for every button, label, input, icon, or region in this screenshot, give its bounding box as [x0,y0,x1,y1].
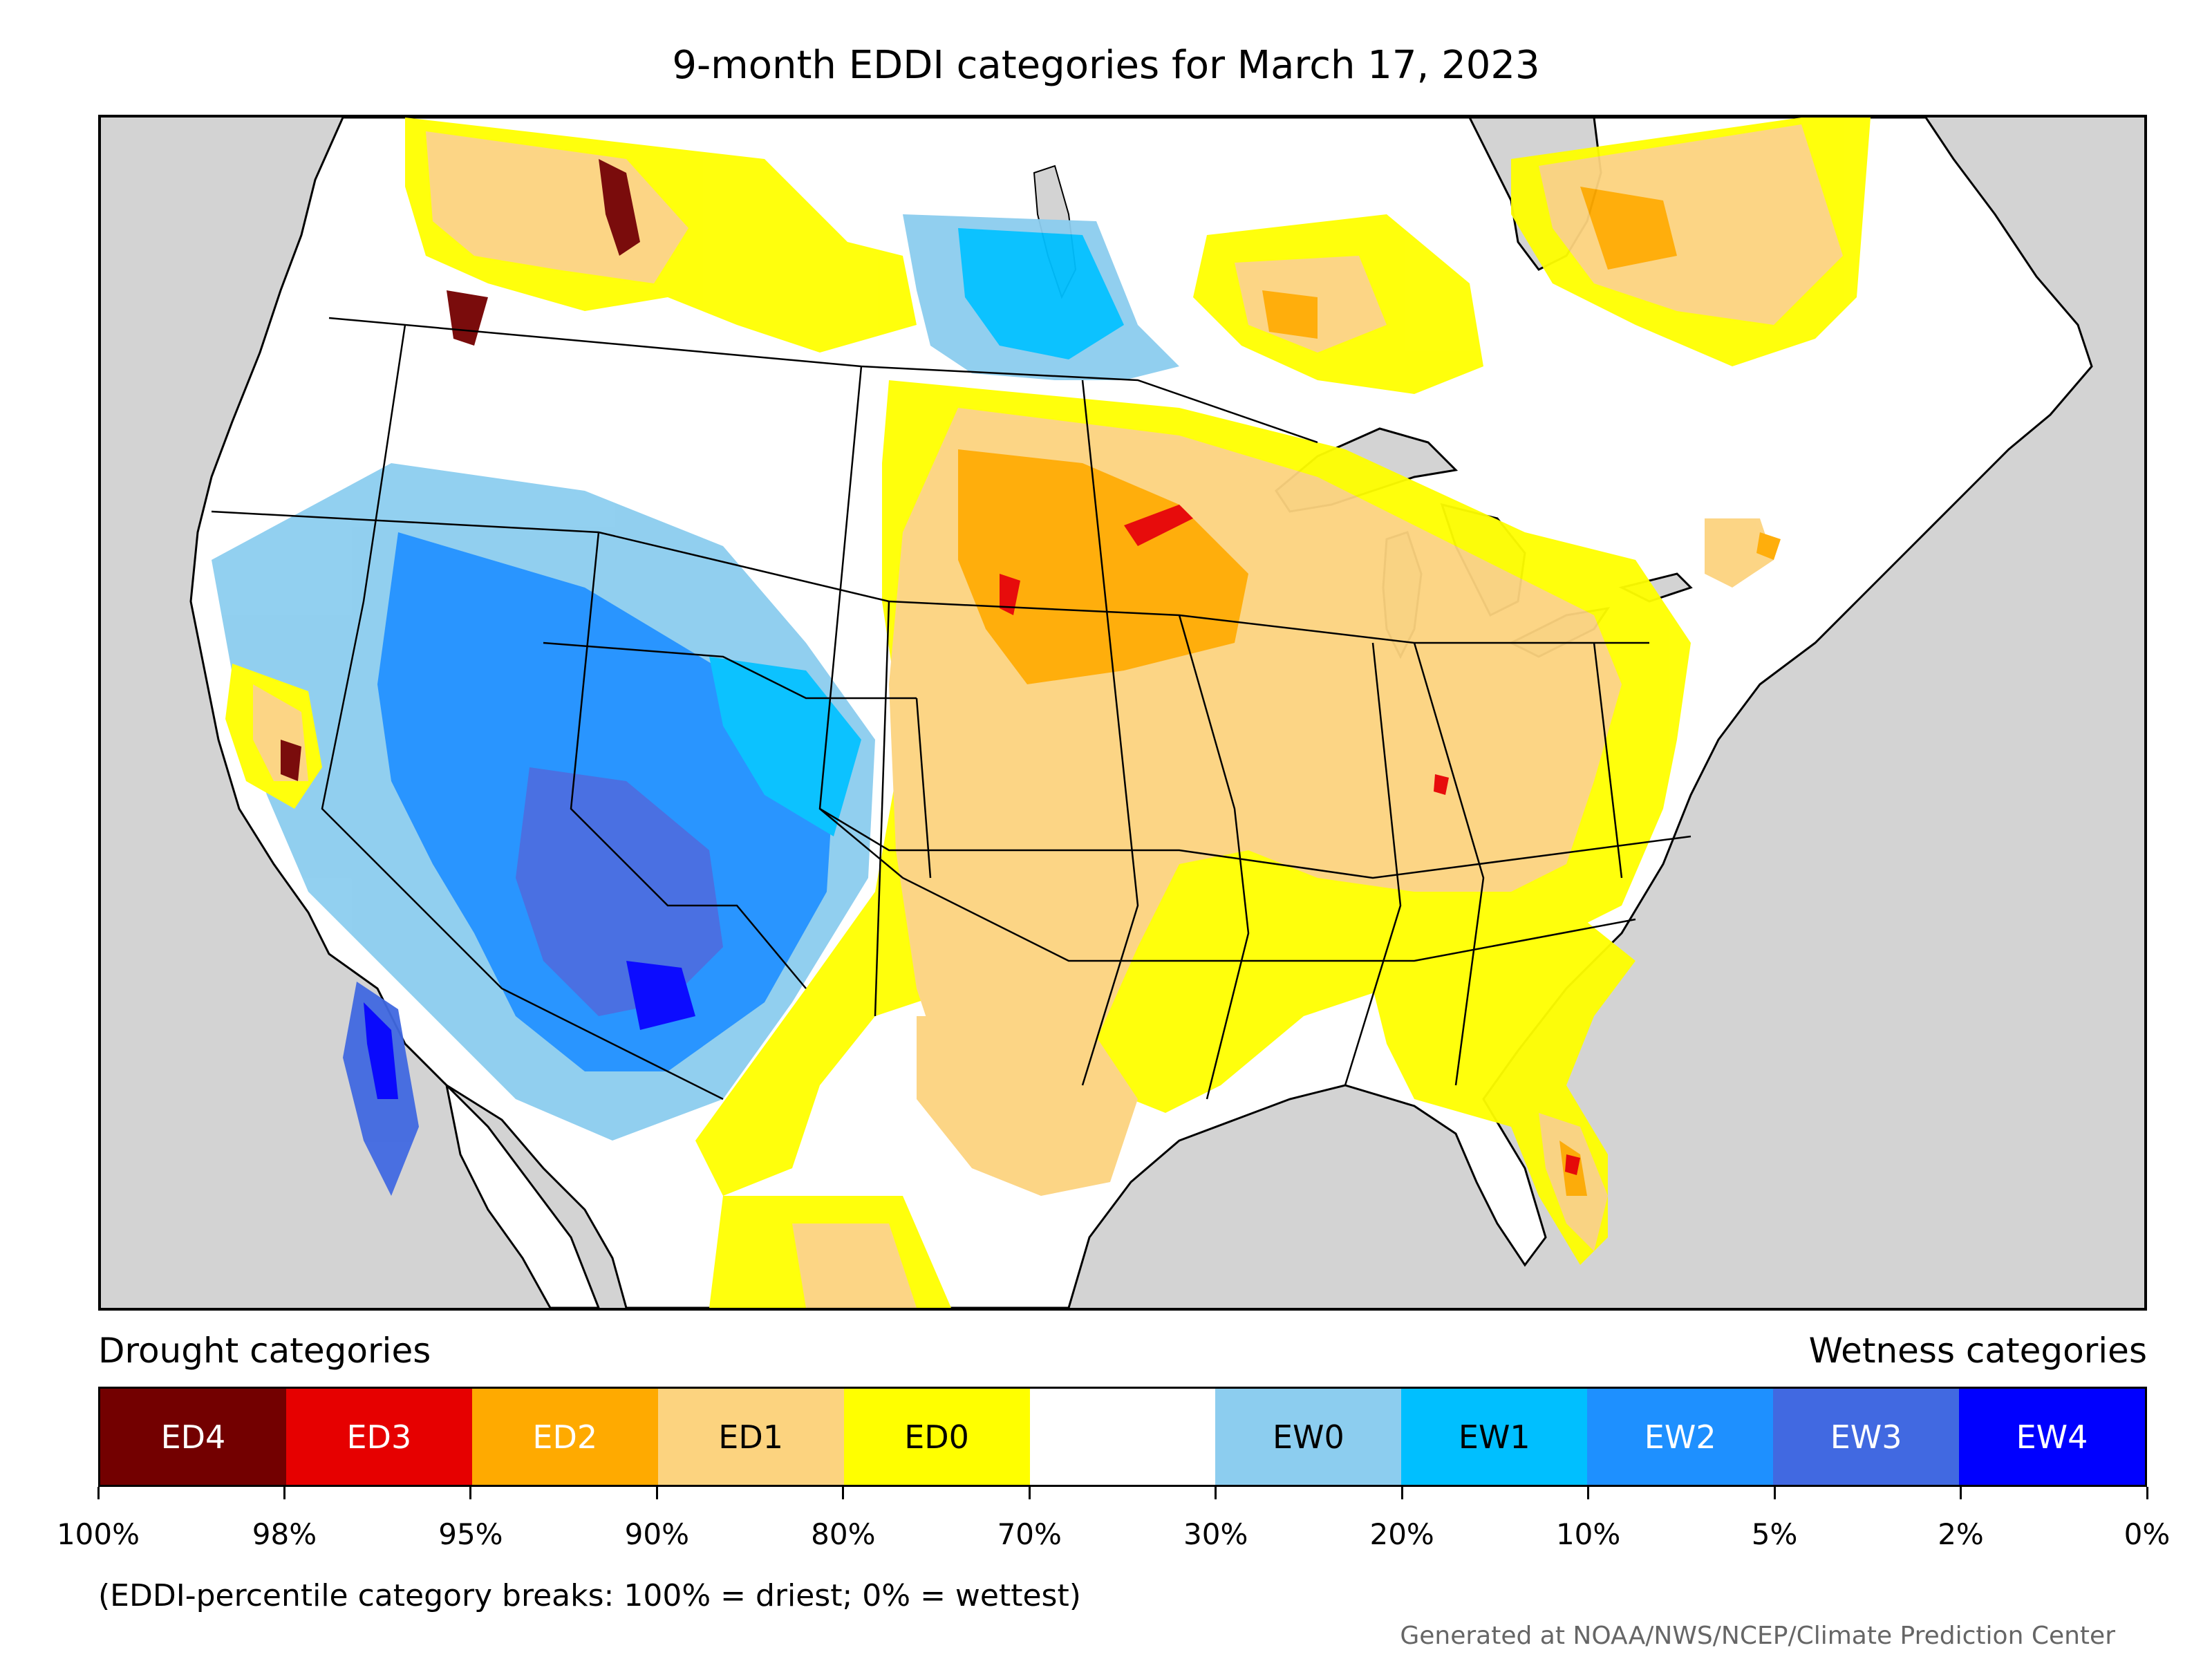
legend-cell-ew0: EW0 [1215,1389,1402,1485]
legend-cell-ed4: ED4 [100,1389,286,1485]
category-colorbar: ED4 ED3 ED2 ED1 ED0 EW0 EW1 EW2 EW3 EW4 [98,1387,2147,1487]
colorbar-tick [469,1487,472,1499]
colorbar-tick [283,1487,285,1499]
colorbar-tick [97,1487,100,1499]
colorbar-tick-label: 5% [1751,1517,1798,1551]
legend-cell-ew2: EW2 [1587,1389,1774,1485]
legend-cell-normal [1029,1389,1216,1485]
colorbar-tick [1215,1487,1217,1499]
category-areas [212,118,1871,1308]
colorbar-tick [1960,1487,1962,1499]
legend-cell-ew1: EW1 [1401,1389,1588,1485]
colorbar-tick [1773,1487,1776,1499]
colorbar-tick [1400,1487,1403,1499]
map-title: 9-month EDDI categories for March 17, 20… [672,43,1540,88]
legend-cell-ed1: ED1 [657,1389,844,1485]
colorbar-tick-label: 98% [252,1517,317,1551]
wetness-categories-heading: Wetness categories [1808,1331,2147,1371]
colorbar-tick [1028,1487,1031,1499]
colorbar-tick-label: 90% [624,1517,690,1551]
colorbar-tick-label: 10% [1555,1517,1621,1551]
colorbar-tick [842,1487,845,1499]
colorbar-tick [1587,1487,1590,1499]
map-canvas [189,118,2093,1308]
colorbar-tick-label: 80% [811,1517,876,1551]
colorbar-tick-label: 2% [1938,1517,1984,1551]
colorbar-tick [655,1487,658,1499]
colorbar-tick-label: 20% [1369,1517,1434,1551]
colorbar-tick-label: 30% [1183,1517,1248,1551]
colorbar-tick-label: 70% [997,1517,1062,1551]
colorbar-ticks [97,1487,2148,1501]
colorbar-tick-label: 95% [438,1517,503,1551]
legend-cell-ed0: ED0 [843,1389,1030,1485]
colorbar-tick [2146,1487,2148,1499]
baja-california [444,1082,600,1308]
legend-cell-ew3: EW3 [1773,1389,1960,1485]
colorbar-tick-label: 100% [56,1517,140,1551]
credit-line: Generated at NOAA/NWS/NCEP/Climate Predi… [1400,1622,2115,1650]
legend-cell-ed2: ED2 [471,1389,658,1485]
colorbar-tick-label: 0% [2124,1517,2171,1551]
drought-categories-heading: Drought categories [98,1331,431,1371]
legend-cell-ew4: EW4 [1959,1389,2145,1485]
legend-cell-ed3: ED3 [285,1389,472,1485]
category-note: (EDDI-percentile category breaks: 100% =… [98,1578,1081,1613]
state-boundaries [211,317,1691,1100]
eddi-map [98,115,2147,1311]
